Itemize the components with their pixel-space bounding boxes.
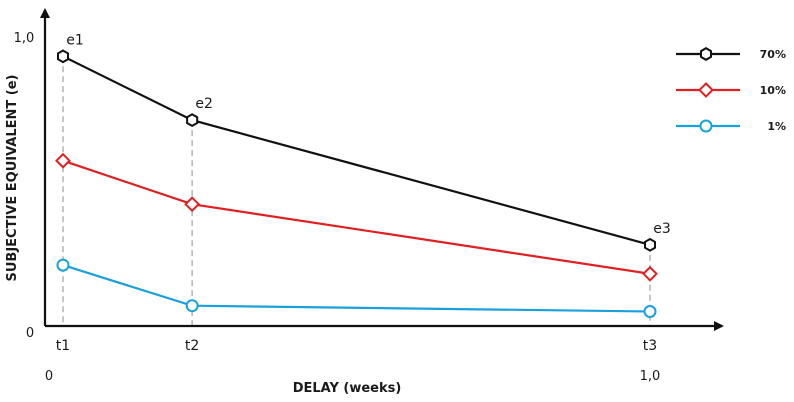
legend-label-1: 10% xyxy=(760,84,786,97)
x-point-label-t1: t1 xyxy=(56,338,70,354)
series-line-0 xyxy=(62,55,651,246)
legend-marker-1 xyxy=(698,82,714,98)
series-2-point-2 xyxy=(643,305,657,318)
series-line-2 xyxy=(62,264,651,313)
x-point-label-t2: t2 xyxy=(185,338,199,354)
series-0-point-0 xyxy=(57,49,69,64)
series-line-1 xyxy=(62,159,651,275)
series-0-point-2 xyxy=(644,237,656,252)
y-tick-max: 1,0 xyxy=(14,31,35,46)
legend-label-0: 70% xyxy=(760,48,786,61)
drop-lines xyxy=(62,56,651,326)
series-1-point-1 xyxy=(184,196,201,213)
point-label-e2: e2 xyxy=(195,96,213,112)
e-point-labels: e1 e2 e3 xyxy=(66,32,671,237)
point-label-e1: e1 xyxy=(66,32,84,48)
legend-marker-2 xyxy=(699,119,713,133)
series-2-point-0 xyxy=(56,258,70,272)
series-2-point-1 xyxy=(185,299,199,313)
x-point-label-t3: t3 xyxy=(643,338,657,354)
series-markers xyxy=(55,49,658,318)
legend-label-2: 1% xyxy=(767,120,786,133)
y-axis-title: SUBJECTIVE EQUIVALENT (e) xyxy=(5,75,20,282)
series-0-point-1 xyxy=(186,113,199,128)
series-1-point-2 xyxy=(642,265,658,282)
legend: 70% 10% 1% xyxy=(676,47,786,133)
y-tick-min: 0 xyxy=(26,326,34,341)
x-tick-max: 1,0 xyxy=(640,369,661,384)
legend-marker-0 xyxy=(700,47,712,61)
x-tick-min: 0 xyxy=(45,369,53,384)
series-lines xyxy=(62,55,651,313)
point-label-e3: e3 xyxy=(653,221,671,237)
x-axis-title: DELAY (weeks) xyxy=(293,381,402,396)
x-point-labels: t1 t2 t3 xyxy=(56,338,657,354)
series-1-point-0 xyxy=(55,152,71,169)
